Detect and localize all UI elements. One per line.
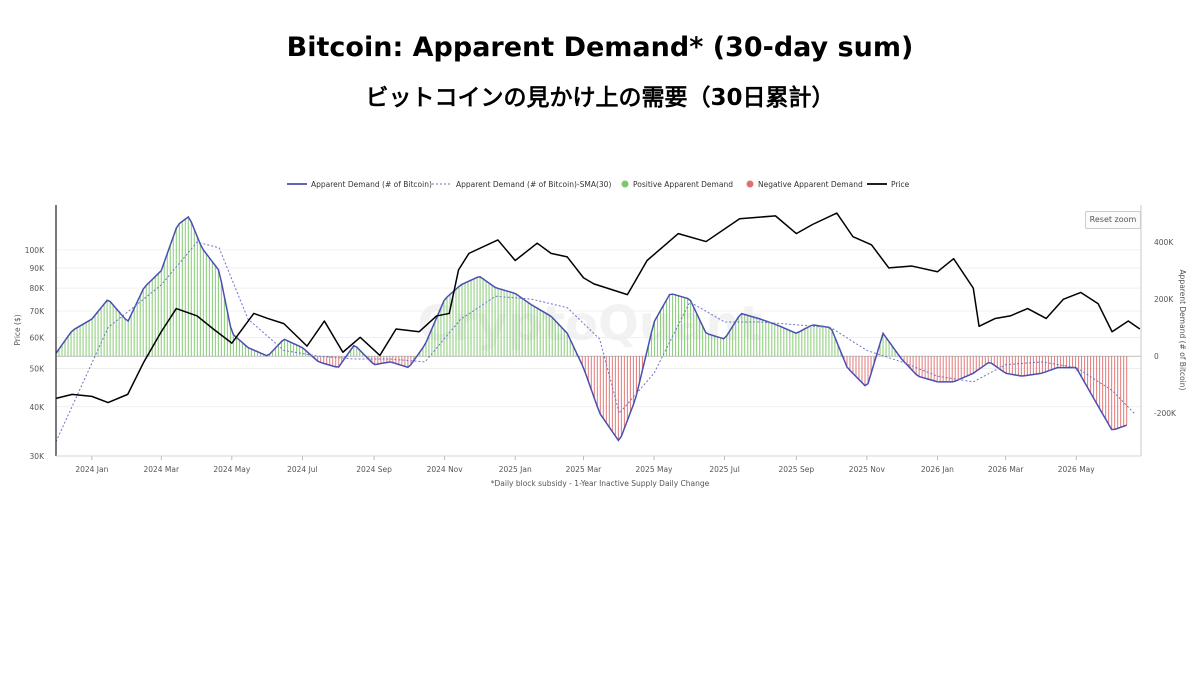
price-line xyxy=(55,212,1141,404)
legend-swatch xyxy=(746,180,754,188)
legend-label[interactable]: Negative Apparent Demand xyxy=(758,180,863,189)
y-right-tick-label: 400K xyxy=(1154,238,1174,247)
legend-label[interactable]: Apparent Demand (# of Bitcoin) xyxy=(311,180,432,189)
y-right-tick-label: -200K xyxy=(1154,409,1177,418)
y-left-tick-label: 70K xyxy=(30,307,46,316)
footnote: *Daily block subsidy - 1-Year Inactive S… xyxy=(491,479,710,488)
y-right-tick-label: 200K xyxy=(1154,295,1174,304)
legend-label[interactable]: Positive Apparent Demand xyxy=(633,180,733,189)
x-tick-label: 2024 Jul xyxy=(287,465,318,474)
chart-title: Bitcoin: Apparent Demand* (30-day sum) xyxy=(286,32,914,63)
y-left-tick-label: 90K xyxy=(30,264,46,273)
x-tick-label: 2026 Jan xyxy=(921,465,954,474)
x-tick-label: 2024 Sep xyxy=(356,465,392,474)
y-left-tick-label: 30K xyxy=(30,452,46,461)
chart-svg: Apparent Demand (# of Bitcoin) Apparent D… xyxy=(13,180,1187,488)
x-tick-label: 2024 Jan xyxy=(75,465,108,474)
y-left-axis-label: Price ($) xyxy=(13,314,22,345)
x-tick-label: 2024 Nov xyxy=(427,465,464,474)
y-right-axis-label: Apparent Demand (# of Bitcoin) xyxy=(1178,270,1187,391)
chart-legend: Apparent Demand (# of Bitcoin) Apparent D… xyxy=(287,180,910,189)
y-left-tick-label: 50K xyxy=(30,365,46,374)
reset-zoom-button[interactable]: Reset zoom xyxy=(1085,211,1141,229)
y-right-tick-label: 0 xyxy=(1154,352,1159,361)
x-tick-label: 2026 May xyxy=(1058,465,1096,474)
x-tick-label: 2024 Mar xyxy=(143,465,180,474)
demand-bars xyxy=(55,216,1141,441)
x-tick-label: 2025 May xyxy=(636,465,674,474)
y-left-tick-label: 100K xyxy=(25,246,45,255)
legend-label[interactable]: Apparent Demand (# of Bitcoin)-SMA(30) xyxy=(456,180,611,189)
plot-area xyxy=(56,205,1141,456)
legend-swatch xyxy=(621,180,629,188)
x-tick-label: 2025 Jul xyxy=(709,465,740,474)
x-tick-label: 2025 Sep xyxy=(778,465,814,474)
y-left-tick-label: 60K xyxy=(30,333,46,342)
axes: 30K 40K 50K 60K 70K 80K 90K 100K 400K 200K 0 -200K 2… xyxy=(13,238,1187,474)
x-tick-label: 2025 Jan xyxy=(499,465,532,474)
chart-subtitle: ビットコインの見かけ上の需要（30日累計） xyxy=(365,85,835,111)
x-tick-label: 2026 Mar xyxy=(988,465,1025,474)
series-lines xyxy=(55,212,1141,442)
apparent-demand-line xyxy=(55,215,1127,442)
x-tick-label: 2025 Mar xyxy=(566,465,603,474)
y-left-tick-label: 40K xyxy=(30,403,46,412)
apparent-demand-sma-line xyxy=(55,241,1135,442)
legend-label[interactable]: Price xyxy=(891,180,910,189)
y-left-tick-label: 80K xyxy=(30,284,46,293)
watermark: CryptoQuant xyxy=(418,296,763,352)
x-tick-label: 2024 May xyxy=(213,465,251,474)
x-tick-label: 2025 Nov xyxy=(849,465,886,474)
